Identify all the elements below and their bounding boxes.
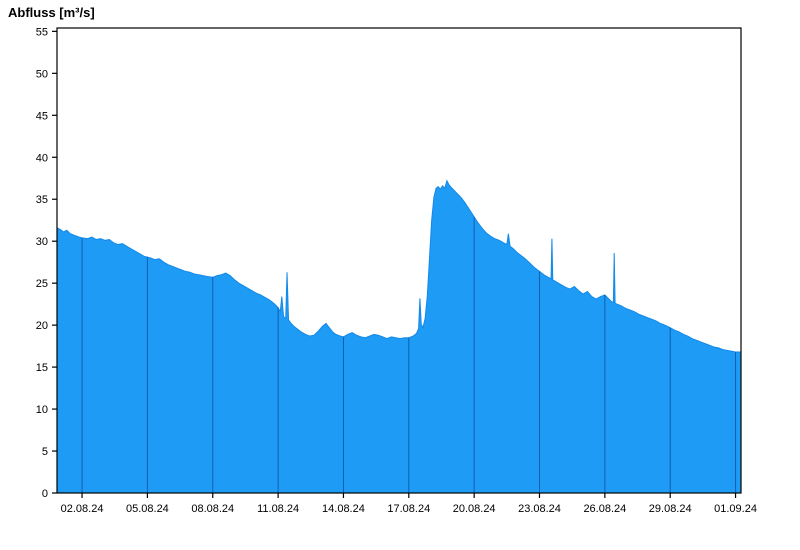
y-axis-tick-label: 25 [36, 278, 48, 290]
plot-border [56, 27, 742, 494]
x-axis-tick-label: 05.08.24 [126, 503, 169, 515]
chart-title: Abfluss [m³/s] [8, 5, 95, 20]
y-axis-tick-label: 20 [36, 320, 48, 332]
y-axis-tick-label: 40 [36, 152, 48, 164]
y-axis-tick-label: 35 [36, 194, 48, 206]
x-axis-tick-label: 26.08.24 [583, 503, 626, 515]
x-axis-tick-label: 01.09.24 [714, 503, 757, 515]
x-axis-tick-label: 20.08.24 [453, 503, 496, 515]
y-axis-tick-label: 15 [36, 362, 48, 374]
x-axis-tick-label: 29.08.24 [649, 503, 692, 515]
x-axis-tick-label: 17.08.24 [387, 503, 430, 515]
x-axis-tick-label: 11.08.24 [257, 503, 299, 515]
x-axis-tick-label: 14.08.24 [322, 503, 365, 515]
y-axis-tick-label: 5 [42, 446, 48, 458]
x-axis-tick-label: 02.08.24 [61, 503, 104, 515]
y-axis-tick-label: 0 [42, 488, 48, 500]
series-line [56, 179, 741, 353]
y-axis-tick-label: 55 [36, 26, 48, 38]
y-axis-tick-label: 30 [36, 236, 48, 248]
y-axis-tick-label: 45 [36, 110, 48, 122]
x-axis-tick-label: 23.08.24 [518, 503, 561, 515]
y-axis-tick-label: 10 [36, 404, 48, 416]
x-axis-tick-label: 08.08.24 [191, 503, 234, 515]
y-axis-tick-label: 50 [36, 68, 48, 80]
area-series [57, 180, 741, 493]
